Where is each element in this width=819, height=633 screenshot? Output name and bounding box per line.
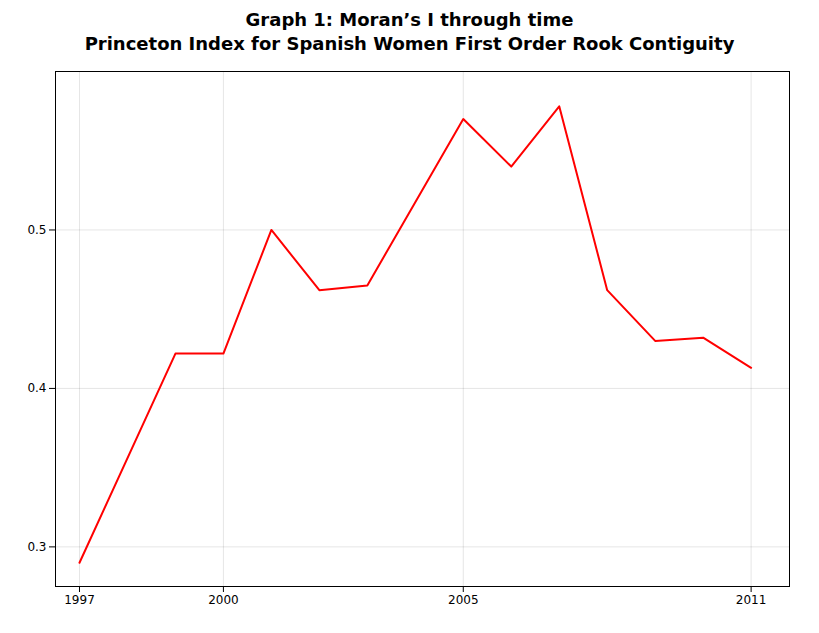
svg-text:1997: 1997	[64, 593, 95, 607]
svg-text:0.3: 0.3	[27, 540, 46, 554]
svg-text:0.5: 0.5	[27, 223, 46, 237]
svg-text:2005: 2005	[448, 593, 479, 607]
svg-text:2000: 2000	[208, 593, 239, 607]
html-text:Graph 1: Moran’s I through tim: Graph 1: Moran’s I through time	[245, 9, 574, 30]
html-text:Princeton Index for Spanish Wo: Princeton Index for Spanish Women First …	[84, 33, 735, 54]
svg-text:0.4: 0.4	[27, 381, 46, 395]
svg-text:2011: 2011	[736, 593, 767, 607]
